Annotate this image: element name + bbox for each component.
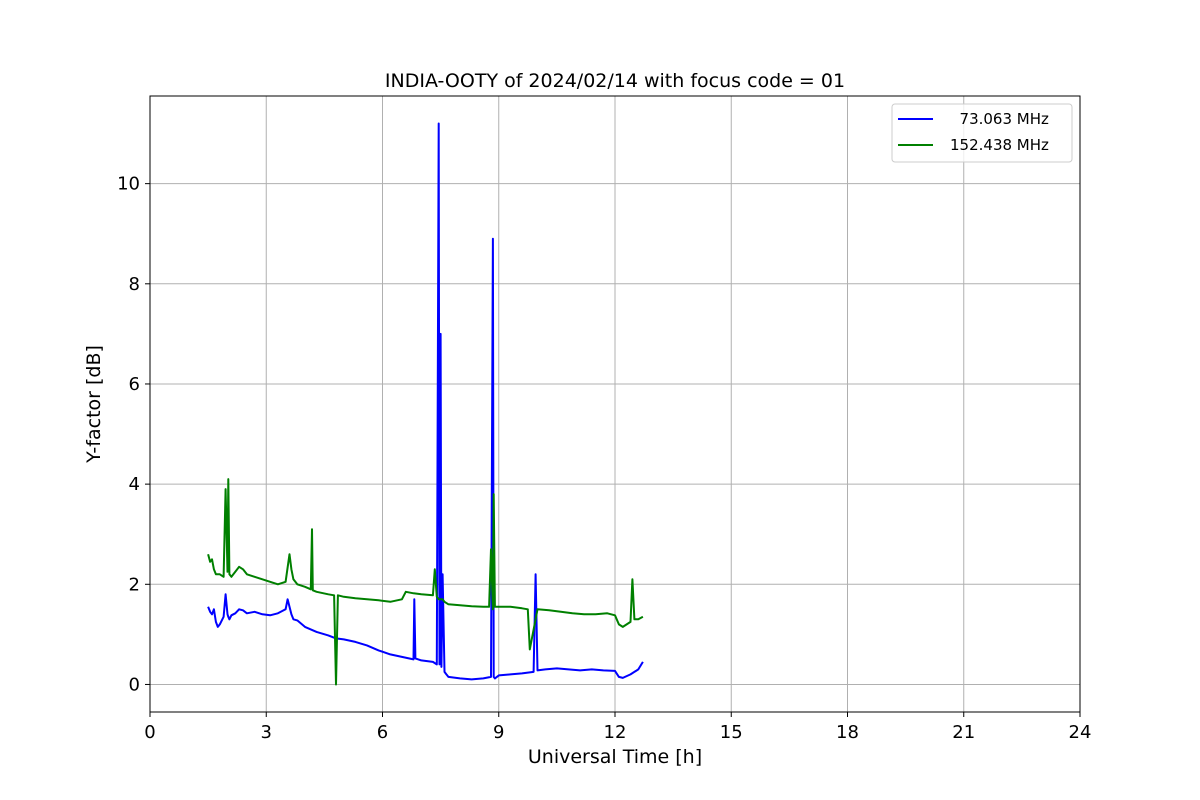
x-tick-label: 3 [261,722,272,743]
y-tick-label: 8 [129,274,140,295]
series-layer [207,122,644,686]
legend-label: 152.438 MHz [950,136,1049,154]
x-tick-label: 18 [836,722,859,743]
x-tick-label: 6 [377,722,388,743]
legend-box [891,103,1073,163]
series-line-0 [207,122,644,681]
y-tick-label: 2 [129,574,140,595]
y-axis-label: Y-factor [dB] [83,345,105,464]
y-tick-label: 4 [129,474,140,495]
y-tick-label: 10 [117,174,140,195]
series-line-1 [207,478,644,686]
x-axis-label: Universal Time [h] [528,746,702,768]
legend-label: 73.063 MHz [950,110,1049,128]
x-tick-label: 12 [604,722,627,743]
chart-title: INDIA-OOTY of 2024/02/14 with focus code… [385,70,845,92]
x-tick-label: 0 [144,722,155,743]
legend: 73.063 MHz 152.438 MHz [891,103,1073,163]
x-tick-label: 21 [952,722,975,743]
y-tick-label: 6 [129,374,140,395]
y-tick-label: 0 [129,674,140,695]
x-tick-label: 15 [720,722,743,743]
x-tick-label: 24 [1069,722,1092,743]
x-tick-label: 9 [493,722,504,743]
